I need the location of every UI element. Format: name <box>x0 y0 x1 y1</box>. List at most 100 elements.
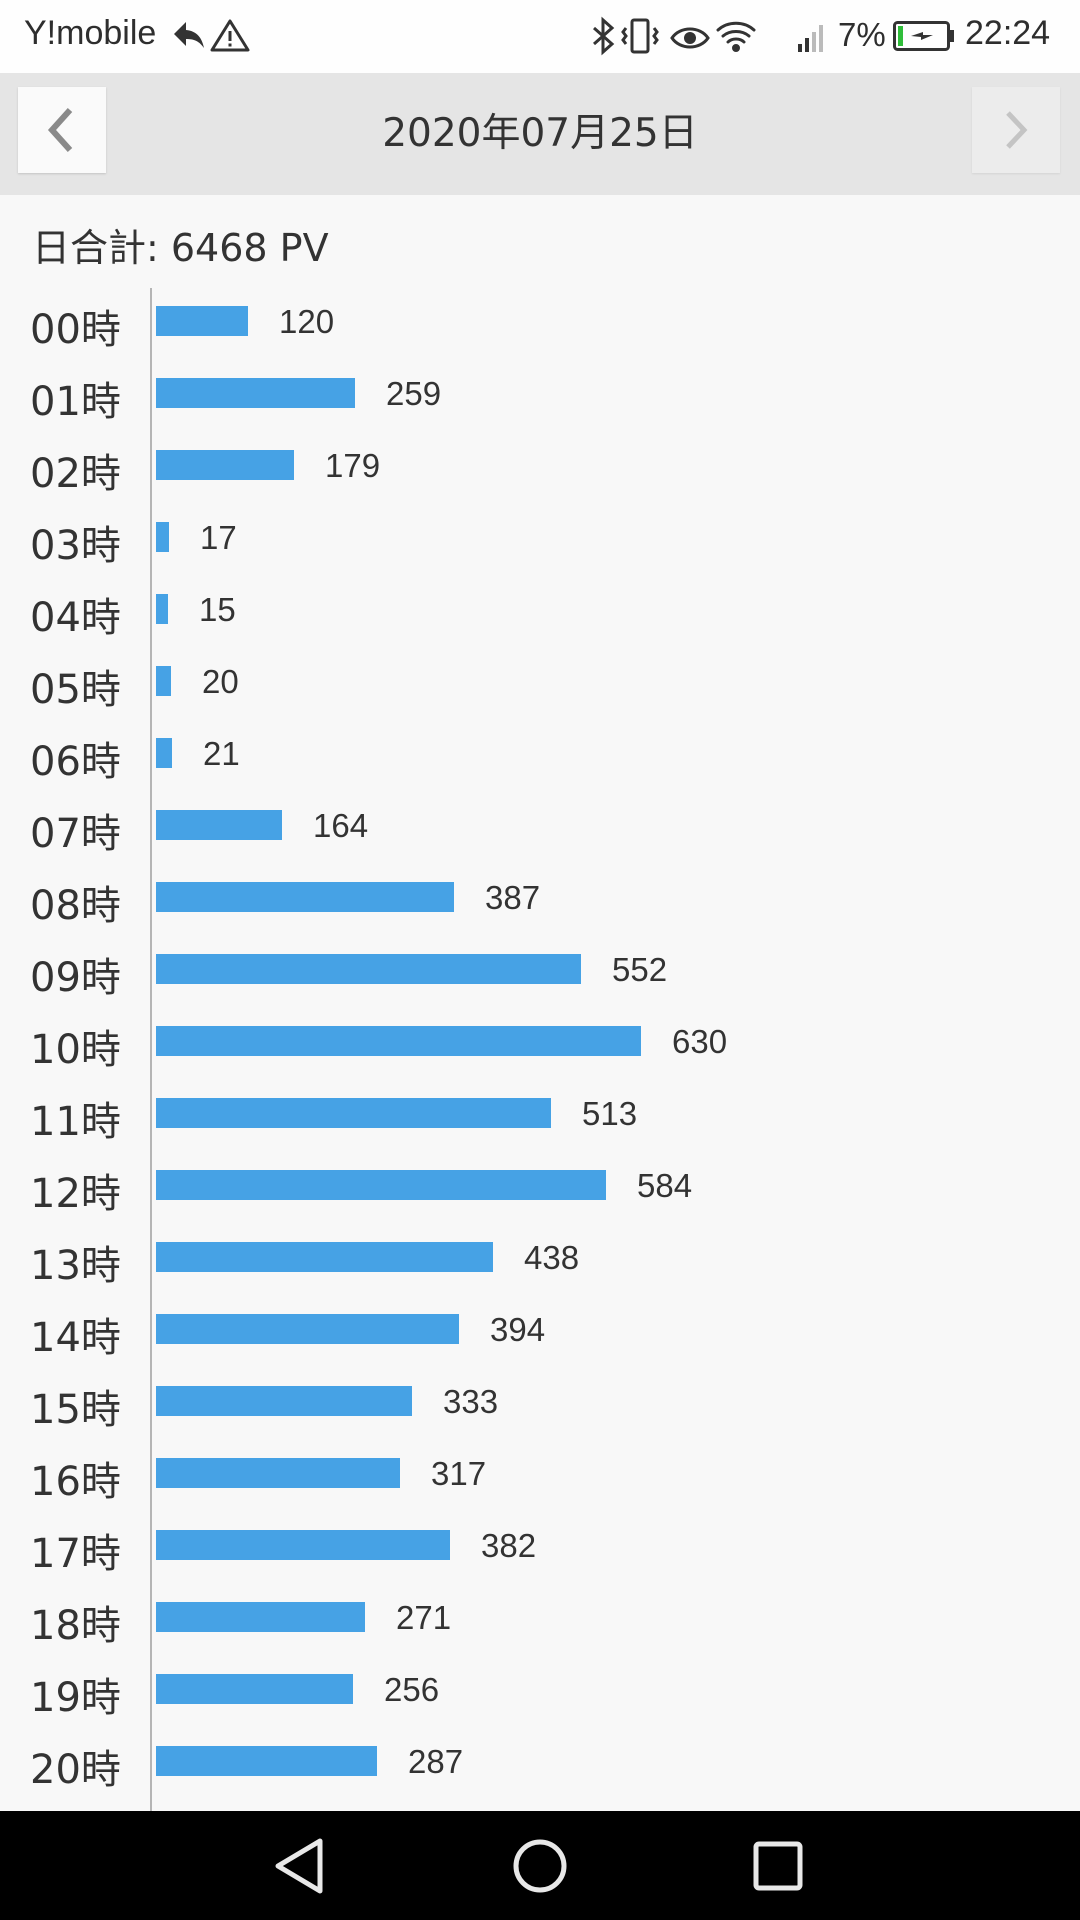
pv-bar <box>156 1026 641 1056</box>
pv-bar <box>156 882 454 912</box>
hour-label: 00時 <box>30 307 121 353</box>
hour-label: 15時 <box>30 1387 121 1433</box>
pv-bar <box>156 1458 400 1488</box>
chart-row: 10時 630 <box>0 1005 1080 1077</box>
pv-value-label: 394 <box>490 1311 546 1348</box>
chart-row: 02時 179 <box>0 429 1080 501</box>
chart-row: 09時 552 <box>0 933 1080 1005</box>
pv-bar <box>156 1746 377 1776</box>
hour-label: 09時 <box>30 955 121 1001</box>
hour-label: 08時 <box>30 883 121 929</box>
chevron-right-icon <box>1006 111 1028 149</box>
chart-row: 01時 259 <box>0 357 1080 429</box>
pv-bar <box>156 1530 450 1560</box>
signal-icon <box>798 25 823 52</box>
clock: 22:24 <box>965 14 1051 52</box>
chart-row: 03時 17 <box>0 501 1080 573</box>
chart-row: 14時 394 <box>0 1293 1080 1365</box>
pv-value-label: 256 <box>384 1671 440 1708</box>
pv-value-label: 584 <box>637 1167 693 1204</box>
hour-label: 04時 <box>30 595 121 641</box>
pv-bar <box>156 1098 551 1128</box>
reply-icon <box>174 22 204 48</box>
pv-bar <box>156 378 355 408</box>
hour-label: 12時 <box>30 1171 121 1217</box>
pv-bar <box>156 666 171 696</box>
vibrate-icon <box>621 18 659 54</box>
chart-row: 19時 256 <box>0 1653 1080 1725</box>
pv-bar <box>156 594 168 624</box>
chart-row: 15時 333 <box>0 1365 1080 1437</box>
pv-value-label: 552 <box>612 951 668 988</box>
hour-label: 16時 <box>30 1459 121 1505</box>
status-bar: Y!mobile <box>0 0 1080 73</box>
battery-percent: 7% <box>838 16 886 53</box>
chart-row: 20時 287 <box>0 1725 1080 1797</box>
next-day-button[interactable] <box>972 87 1060 173</box>
navigation-bar <box>0 1811 1080 1920</box>
chart-row: 18時 271 <box>0 1581 1080 1653</box>
pv-bar <box>156 1674 353 1704</box>
pv-value-label: 287 <box>408 1743 464 1780</box>
hour-label: 01時 <box>30 379 121 425</box>
pv-bar <box>156 450 294 480</box>
chart-row: 00時 120 <box>0 285 1080 357</box>
chart-axis <box>150 288 152 1811</box>
pv-value-label: 20 <box>202 663 239 700</box>
hour-label: 14時 <box>30 1315 121 1361</box>
chart-row: 21時247 <box>0 1797 1080 1811</box>
hour-label: 03時 <box>30 523 121 569</box>
hour-label: 06時 <box>30 739 121 785</box>
pv-value-label: 21 <box>203 735 240 772</box>
pv-value-label: 438 <box>524 1239 580 1276</box>
pv-bar <box>156 1314 459 1344</box>
wifi-icon <box>716 21 756 52</box>
recents-square-icon[interactable] <box>745 1833 811 1899</box>
back-triangle-icon[interactable] <box>268 1833 334 1899</box>
hour-label: 11時 <box>30 1099 121 1145</box>
chart-row: 08時 387 <box>0 861 1080 933</box>
pv-bar <box>156 810 282 840</box>
previous-day-button[interactable] <box>18 87 106 173</box>
hour-label: 19時 <box>30 1675 121 1721</box>
pv-value-label: 17 <box>200 519 237 556</box>
pv-value-label: 513 <box>582 1095 638 1132</box>
pv-value-label: 630 <box>672 1023 728 1060</box>
pv-value-label: 164 <box>313 807 369 844</box>
hour-label: 13時 <box>30 1243 121 1289</box>
pv-value-label: 317 <box>431 1455 487 1492</box>
content-area[interactable]: 日合計: 6468 PV 00時 120 01時 259 02時 179 03時 17 04時 1… <box>0 195 1080 1811</box>
pv-value-label: 120 <box>279 303 335 340</box>
chart-row: 05時 20 <box>0 645 1080 717</box>
pv-bar <box>156 522 169 552</box>
hour-label: 18時 <box>30 1603 121 1649</box>
pv-value-label: 271 <box>396 1599 452 1636</box>
system-icons <box>593 16 823 56</box>
daily-total: 日合計: 6468 PV <box>32 226 329 270</box>
chart-row: 12時 584 <box>0 1149 1080 1221</box>
home-circle-icon[interactable] <box>507 1833 573 1899</box>
pv-bar <box>156 954 581 984</box>
pv-bar <box>156 306 248 336</box>
pv-value-label: 259 <box>386 375 442 412</box>
date-header: 2020年07月25日 <box>0 73 1080 195</box>
chart-row: 07時 164 <box>0 789 1080 861</box>
chart-row: 11時 513 <box>0 1077 1080 1149</box>
hour-label: 05時 <box>30 667 121 713</box>
pv-bar <box>156 738 172 768</box>
pv-value-label: 382 <box>481 1527 537 1564</box>
eye-icon <box>670 27 710 49</box>
hour-label: 20時 <box>30 1747 121 1793</box>
pv-value-label: 179 <box>325 447 381 484</box>
pv-value-label: 333 <box>443 1383 499 1420</box>
date-title: 2020年07月25日 <box>382 111 698 156</box>
hour-label: 02時 <box>30 451 121 497</box>
hour-label: 17時 <box>30 1531 121 1577</box>
notification-icons <box>174 19 250 52</box>
chart-row: 16時 317 <box>0 1437 1080 1509</box>
battery-charging-icon <box>893 21 954 51</box>
pv-value-label: 387 <box>485 879 541 916</box>
hour-label: 07時 <box>30 811 121 857</box>
pv-bar <box>156 1242 493 1272</box>
